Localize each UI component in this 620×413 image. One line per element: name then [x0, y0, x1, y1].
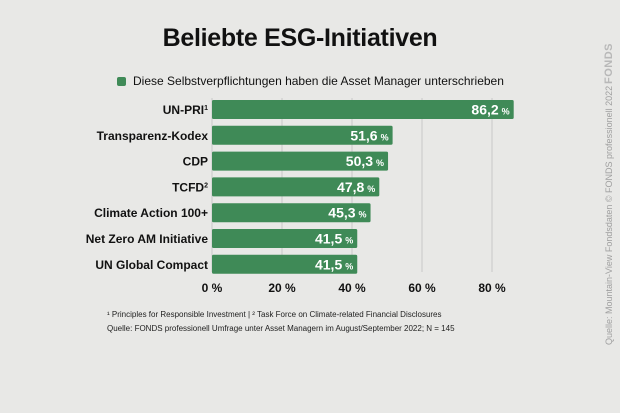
category-label: CDP	[183, 155, 208, 169]
data-label: 51,6%	[350, 127, 388, 143]
bar	[212, 125, 393, 145]
bar	[212, 100, 514, 119]
x-tick-label: 0 %	[202, 281, 223, 295]
x-tick-label: 40 %	[338, 281, 366, 295]
x-tick-label: 60 %	[408, 281, 436, 295]
legend-label: Diese Selbstverpflichtungen haben die As…	[133, 74, 504, 88]
fonds-logo: FONDS	[603, 43, 615, 84]
category-label: TCFD2	[172, 180, 208, 194]
bar	[212, 203, 371, 223]
category-label: Net Zero AM Initiative	[86, 232, 209, 246]
bar	[212, 254, 358, 274]
data-label: 41,5%	[315, 231, 353, 247]
category-label: Transparenz-Kodex	[97, 129, 209, 143]
data-label: 86,2%	[471, 102, 509, 118]
footnote-source: Quelle: FONDS professionell Umfrage unte…	[107, 324, 455, 333]
chart-title: Beliebte ESG-Initiativen	[162, 24, 438, 52]
x-tick-label: 20 %	[268, 281, 296, 295]
chart-legend: Diese Selbstverpflichtungen haben die As…	[117, 74, 504, 88]
side-source-credit: Quelle: Mountain-View Fondsdaten © FONDS…	[604, 85, 614, 345]
bar	[212, 177, 380, 197]
category-label: Climate Action 100+	[94, 206, 208, 220]
data-label: 47,8%	[337, 179, 375, 195]
legend-swatch	[117, 76, 126, 86]
data-label: 45,3%	[328, 205, 366, 221]
data-label: 41,5%	[315, 256, 353, 272]
bar-chart: 0 % 20 % 40 % 60 % 80 % UN-PRI1 86,2 % Transpare…	[86, 98, 514, 295]
bar	[212, 151, 389, 171]
data-label: 50,3%	[346, 153, 384, 169]
bar	[212, 229, 358, 248]
footnote-abbreviations: ¹ Principles for Responsible Investment …	[107, 310, 442, 319]
category-label: UN Global Compact	[95, 258, 208, 272]
x-tick-label: 80 %	[478, 281, 506, 295]
category-label: UN-PRI1	[163, 103, 208, 117]
